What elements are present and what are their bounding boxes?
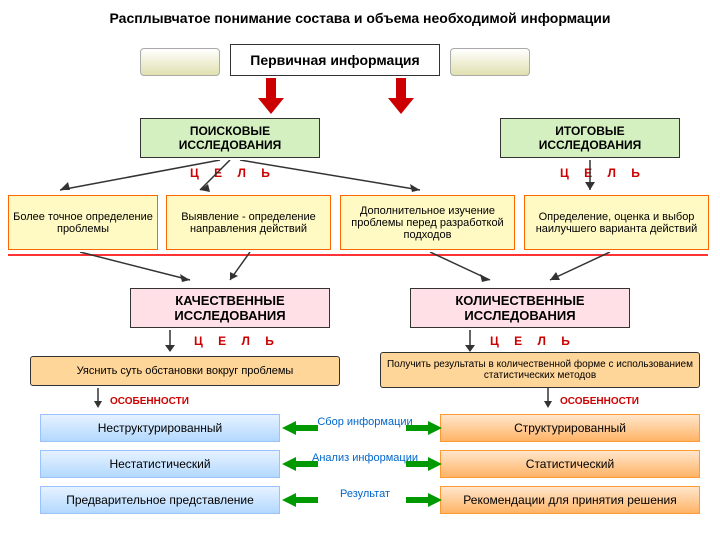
- quant-f2-text: Статистический: [526, 457, 614, 471]
- features-label-left: ОСОБЕННОСТИ: [110, 396, 189, 407]
- goal-label-qual: Ц Е Л Ь: [194, 334, 280, 348]
- arrow-qual-goal: [160, 330, 180, 355]
- goal1-text: Более точное определение проблемы: [13, 211, 153, 235]
- quant-goal-box: Получить результаты в количественной фор…: [380, 352, 700, 388]
- qual-research-box: КАЧЕСТВЕННЫЕ ИССЛЕДОВАНИЯ: [130, 288, 330, 328]
- quant-feature-3: Рекомендации для принятия решения: [440, 486, 700, 514]
- final-research-box: ИТОГОВЫЕ ИССЛЕДОВАНИЯ: [500, 118, 680, 158]
- qual-f2-text: Нестатистический: [109, 457, 210, 471]
- goal-label-quant: Ц Е Л Ь: [490, 334, 576, 348]
- quant-feature-2: Статистический: [440, 450, 700, 478]
- diag-arrows-search: [20, 160, 490, 200]
- main-title: Расплывчатое понимание состава и объема …: [60, 10, 660, 26]
- search-research-box: ПОИСКОВЫЕ ИССЛЕДОВАНИЯ: [140, 118, 320, 158]
- scroll-right: [450, 48, 530, 76]
- quant-feature-1: Структурированный: [440, 414, 700, 442]
- quant-f3-text: Рекомендации для принятия решения: [463, 493, 676, 507]
- quant-goal-text: Получить результаты в количественной фор…: [385, 359, 695, 381]
- arrows-to-qualquant: [0, 252, 720, 288]
- primary-info-label: Первичная информация: [250, 52, 419, 68]
- goal-box-4: Определение, оценка и выбор наилучшего в…: [524, 195, 709, 250]
- goal4-text: Определение, оценка и выбор наилучшего в…: [529, 211, 704, 235]
- goal-box-2: Выявление - определение направления дейс…: [166, 195, 331, 250]
- arrow-qual-feat: [90, 388, 106, 410]
- goal2-text: Выявление - определение направления дейс…: [171, 211, 326, 235]
- qual-goal-box: Уяснить суть обстановки вокруг проблемы: [30, 356, 340, 386]
- final-research-label: ИТОГОВЫЕ ИССЛЕДОВАНИЯ: [505, 124, 675, 152]
- red-arrow-right: [388, 78, 414, 114]
- green-arrows-3: [282, 492, 442, 508]
- quant-research-box: КОЛИЧЕСТВЕННЫЕ ИССЛЕДОВАНИЯ: [410, 288, 630, 328]
- goal-box-3: Дополнительное изучение проблемы перед р…: [340, 195, 515, 250]
- qual-f1-text: Неструктурированный: [98, 421, 222, 435]
- qual-goal-text: Уяснить суть обстановки вокруг проблемы: [77, 365, 294, 377]
- qual-feature-2: Нестатистический: [40, 450, 280, 478]
- green-arrows-2: [282, 456, 442, 472]
- qual-feature-3: Предварительное представление: [40, 486, 280, 514]
- green-arrows-1: [282, 420, 442, 436]
- quant-research-label: КОЛИЧЕСТВЕННЫЕ ИССЛЕДОВАНИЯ: [415, 293, 625, 323]
- qual-feature-1: Неструктурированный: [40, 414, 280, 442]
- features-label-right: ОСОБЕННОСТИ: [560, 396, 639, 407]
- arrow-quant-feat: [540, 388, 556, 410]
- quant-f1-text: Структурированный: [514, 421, 626, 435]
- search-research-label: ПОИСКОВЫЕ ИССЛЕДОВАНИЯ: [145, 124, 315, 152]
- goal-box-1: Более точное определение проблемы: [8, 195, 158, 250]
- scroll-left: [140, 48, 220, 76]
- goal3-text: Дополнительное изучение проблемы перед р…: [345, 205, 510, 241]
- red-arrow-left: [258, 78, 284, 114]
- qual-research-label: КАЧЕСТВЕННЫЕ ИССЛЕДОВАНИЯ: [135, 293, 325, 323]
- diag-arrow-final: [560, 160, 620, 200]
- primary-info-box: Первичная информация: [230, 44, 440, 76]
- qual-f3-text: Предварительное представление: [66, 493, 254, 507]
